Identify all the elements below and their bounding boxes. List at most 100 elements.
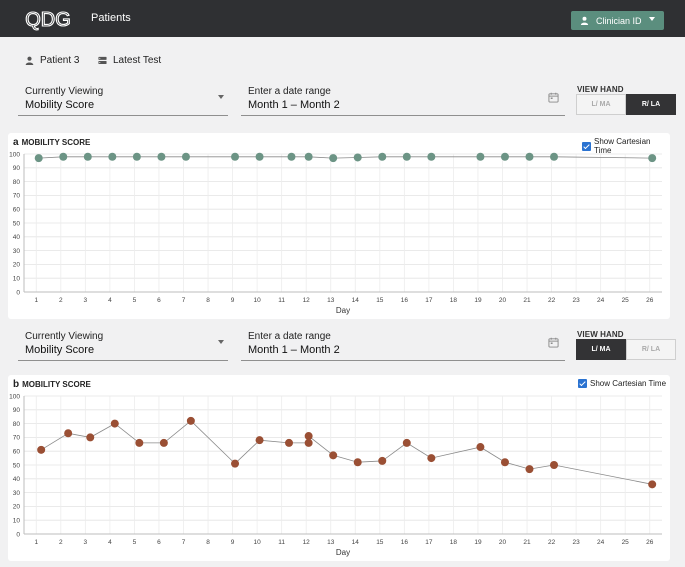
metric-select-b[interactable]: Currently Viewing Mobility Score — [18, 325, 228, 361]
x-tick-label: 20 — [499, 297, 507, 304]
data-point[interactable] — [329, 154, 338, 163]
x-tick-label: 1 — [34, 539, 38, 546]
qdg-logo[interactable]: QDG — [22, 7, 74, 31]
view-hand-title: VIEW HAND — [577, 330, 624, 339]
data-point[interactable] — [525, 465, 534, 474]
data-point[interactable] — [427, 454, 436, 463]
cartesian-time-toggle-a[interactable]: Show Cartesian Time — [582, 137, 670, 155]
metric-select-a[interactable]: Currently Viewing Mobility Score — [18, 80, 228, 116]
data-point[interactable] — [304, 438, 313, 447]
app-title[interactable]: Patients — [91, 12, 131, 24]
data-point[interactable] — [231, 459, 240, 468]
data-point[interactable] — [329, 451, 338, 460]
x-axis-title: Day — [336, 548, 350, 557]
data-point[interactable] — [476, 443, 485, 452]
data-point[interactable] — [525, 152, 534, 161]
data-point[interactable] — [648, 154, 657, 163]
date-range-input-a[interactable]: Enter a date range Month 1 – Month 2 — [241, 80, 565, 116]
data-point[interactable] — [500, 152, 509, 161]
chevron-down-icon[interactable] — [218, 95, 224, 99]
panel-letter: a — [13, 137, 19, 148]
data-point[interactable] — [255, 436, 264, 445]
nav-latest-test-label: Latest Test — [113, 55, 162, 66]
data-point[interactable] — [255, 152, 264, 161]
data-point[interactable] — [34, 154, 43, 163]
cartesian-time-toggle-b[interactable]: Show Cartesian Time — [578, 379, 666, 388]
chart-title-text: MOBILITY SCORE — [21, 138, 91, 147]
data-point[interactable] — [285, 438, 294, 447]
clinician-id-label: Clinician ID — [596, 15, 642, 26]
y-tick-label: 40 — [13, 234, 21, 241]
x-tick-label: 13 — [327, 539, 335, 546]
date-range-input-b[interactable]: Enter a date range Month 1 – Month 2 — [241, 325, 565, 361]
x-tick-label: 13 — [327, 297, 335, 304]
y-tick-label: 60 — [13, 449, 21, 456]
x-tick-label: 18 — [450, 297, 458, 304]
nav-patient[interactable]: Patient 3 — [25, 55, 79, 66]
data-point[interactable] — [550, 152, 559, 161]
y-tick-label: 60 — [13, 207, 21, 214]
metric-select-label: Currently Viewing — [25, 86, 104, 97]
x-tick-label: 17 — [425, 297, 433, 304]
data-point[interactable] — [427, 152, 436, 161]
x-tick-label: 19 — [474, 297, 482, 304]
data-point[interactable] — [159, 438, 168, 447]
nav-latest-test[interactable]: Latest Test — [98, 55, 161, 66]
data-point[interactable] — [181, 152, 190, 161]
x-tick-label: 8 — [206, 297, 210, 304]
cartesian-time-label: Show Cartesian Time — [590, 379, 667, 388]
x-tick-label: 4 — [108, 297, 112, 304]
data-point[interactable] — [304, 432, 313, 441]
data-point[interactable] — [476, 152, 485, 161]
data-point[interactable] — [378, 456, 387, 465]
y-tick-label: 50 — [13, 462, 21, 469]
x-tick-label: 24 — [597, 297, 605, 304]
data-point[interactable] — [186, 416, 195, 425]
data-point[interactable] — [59, 152, 68, 161]
hand-right-option[interactable]: R/ LA — [626, 94, 676, 115]
data-point[interactable] — [132, 152, 141, 161]
data-point[interactable] — [287, 152, 296, 161]
data-point[interactable] — [353, 153, 362, 162]
data-point[interactable] — [500, 458, 509, 467]
x-tick-label: 23 — [572, 297, 580, 304]
y-tick-label: 70 — [13, 193, 21, 200]
hand-right-option[interactable]: R/ LA — [626, 339, 676, 360]
cartesian-time-checkbox[interactable] — [582, 141, 591, 151]
cartesian-time-checkbox[interactable] — [578, 379, 587, 388]
data-point[interactable] — [86, 433, 95, 442]
data-point[interactable] — [402, 438, 411, 447]
x-tick-label: 18 — [450, 539, 458, 546]
data-point[interactable] — [231, 152, 240, 161]
data-point[interactable] — [135, 438, 144, 447]
data-point[interactable] — [64, 429, 73, 438]
data-point[interactable] — [353, 458, 362, 467]
x-tick-label: 14 — [352, 297, 360, 304]
y-tick-label: 80 — [13, 179, 21, 186]
x-tick-label: 9 — [231, 297, 235, 304]
clinician-id-button[interactable]: Clinician ID — [571, 11, 664, 30]
data-point[interactable] — [304, 152, 313, 161]
hand-left-option[interactable]: L/ MA — [576, 94, 626, 115]
data-point[interactable] — [110, 419, 119, 428]
y-tick-label: 30 — [13, 490, 21, 497]
x-tick-label: 22 — [548, 539, 556, 546]
chevron-down-icon[interactable] — [218, 340, 224, 344]
chevron-down-icon — [649, 17, 655, 21]
data-point[interactable] — [550, 461, 559, 469]
nav-patient-label: Patient 3 — [40, 55, 80, 66]
x-tick-label: 3 — [84, 297, 88, 304]
person-icon — [25, 56, 34, 65]
data-point[interactable] — [37, 445, 46, 454]
data-point[interactable] — [378, 152, 387, 161]
hand-left-option[interactable]: L/ MA — [576, 339, 626, 360]
data-point[interactable] — [157, 152, 166, 161]
data-point[interactable] — [402, 152, 411, 161]
data-point[interactable] — [648, 480, 657, 489]
data-point[interactable] — [108, 152, 117, 161]
date-range-label: Enter a date range — [248, 331, 331, 342]
x-tick-label: 12 — [303, 539, 311, 546]
calendar-icon[interactable] — [548, 337, 559, 348]
calendar-icon[interactable] — [548, 92, 559, 103]
data-point[interactable] — [83, 152, 92, 161]
